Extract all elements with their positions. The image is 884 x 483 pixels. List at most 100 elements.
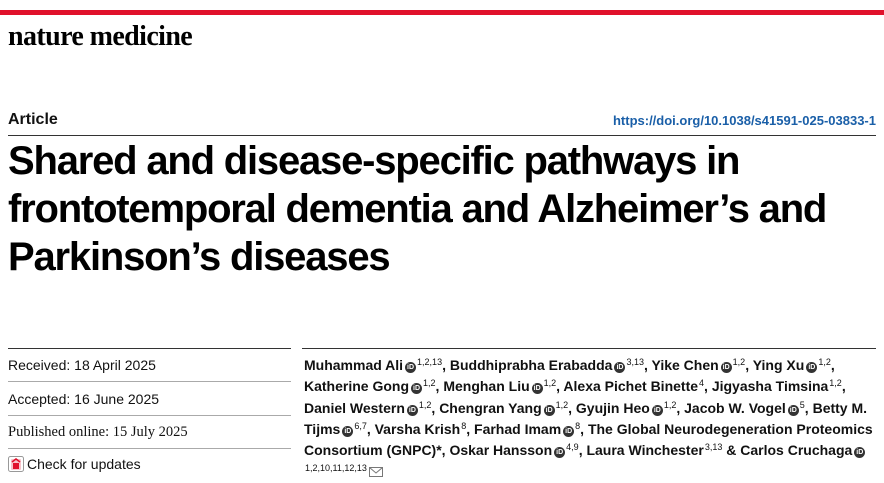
author-name[interactable]: Gyujin Heo xyxy=(575,399,650,416)
check-updates-icon xyxy=(8,456,24,472)
orcid-icon[interactable]: iD xyxy=(405,362,417,373)
author: Chengran Yang iD1,2, xyxy=(439,400,576,416)
accepted-value: 16 June 2025 xyxy=(74,391,160,407)
orcid-icon[interactable]: iD xyxy=(531,383,543,395)
author-name[interactable]: Alexa Pichet Binette xyxy=(563,378,699,395)
divider xyxy=(8,448,291,449)
author: Jacob W. Vogel iD5, xyxy=(684,400,812,416)
author-separator: , xyxy=(431,399,440,416)
author-name[interactable]: Buddhiprabha Erabadda xyxy=(449,357,613,373)
author-name[interactable]: Menghan Liu xyxy=(443,378,530,395)
author-name[interactable]: Farhad Imam xyxy=(474,420,562,437)
divider xyxy=(8,415,291,416)
affiliation-marker[interactable]: 1,2,13 xyxy=(417,357,443,367)
affiliation-marker[interactable]: 1,2 xyxy=(423,378,436,389)
author-name[interactable]: Katherine Gong xyxy=(304,378,410,395)
author-name[interactable]: Daniel Western xyxy=(304,399,405,416)
author-name[interactable]: Jacob W. Vogel xyxy=(684,399,786,416)
author-separator: , xyxy=(568,399,576,416)
author-separator: , xyxy=(830,357,835,373)
author: Ying Xu iD1,2, xyxy=(753,357,835,373)
author: Farhad Imam iD8, xyxy=(474,421,588,437)
orcid-icon[interactable]: iD xyxy=(406,404,418,416)
author: Carlos Cruchaga iD1,2,10,11,12,13 xyxy=(304,442,866,479)
author-name[interactable]: Ying Xu xyxy=(752,357,805,373)
author-name[interactable]: Varsha Krish xyxy=(374,420,461,437)
author-list: Muhammad Ali iD1,2,13, Buddhiprabha Eraba… xyxy=(304,355,876,483)
orcid-icon[interactable]: iD xyxy=(543,404,555,416)
author-name[interactable]: Yike Chen xyxy=(651,357,719,373)
header-divider xyxy=(8,135,876,136)
author-name[interactable]: Chengran Yang xyxy=(439,399,542,416)
orcid-icon[interactable]: iD xyxy=(651,404,663,416)
orcid-icon[interactable]: iD xyxy=(614,362,626,373)
author-separator: , xyxy=(676,399,685,416)
check-for-updates-button[interactable]: Check for updates xyxy=(8,455,141,473)
author-separator: , xyxy=(435,378,444,395)
author: Menghan Liu iD1,2, xyxy=(443,378,564,395)
affiliation-marker[interactable]: 4,9 xyxy=(566,442,579,453)
author-separator: , xyxy=(366,420,375,437)
accepted-label: Accepted: xyxy=(8,391,71,407)
affiliation-marker[interactable]: 5 xyxy=(799,399,805,410)
author-separator: , xyxy=(441,442,450,459)
check-updates-label: Check for updates xyxy=(27,456,141,472)
received-value: 18 April 2025 xyxy=(74,357,156,373)
author: Katherine Gong iD1,2, xyxy=(304,378,444,395)
author-name[interactable]: Jigyasha Timsina xyxy=(711,378,829,395)
affiliation-marker[interactable]: 3,13 xyxy=(704,442,723,453)
author: Laura Winchester3,13 & xyxy=(586,442,740,458)
affiliation-marker[interactable]: 1,2 xyxy=(818,357,831,367)
published-date: Published online: 15 July 2025 xyxy=(8,423,291,441)
doi-link[interactable]: https://doi.org/10.1038/s41591-025-03833… xyxy=(612,113,876,128)
affiliation-marker[interactable]: 1,2,10,11,12,13 xyxy=(305,463,367,474)
author-separator: , xyxy=(841,378,846,395)
authors-divider xyxy=(302,348,876,349)
affiliation-marker[interactable]: 8 xyxy=(461,420,467,431)
orcid-icon[interactable]: iD xyxy=(554,447,566,459)
author-separator: , xyxy=(704,378,712,395)
author: Varsha Krish8, xyxy=(375,421,474,437)
brand-bar xyxy=(0,10,884,15)
affiliation-marker[interactable]: 8 xyxy=(575,420,581,431)
affiliation-marker[interactable]: 1,2 xyxy=(543,378,557,389)
affiliation-marker[interactable]: 1,2 xyxy=(732,357,746,367)
orcid-icon[interactable]: iD xyxy=(563,425,575,437)
author-separator: , xyxy=(643,357,652,373)
email-icon[interactable] xyxy=(368,467,383,478)
affiliation-marker[interactable]: 1,2 xyxy=(829,378,842,389)
orcid-icon[interactable]: iD xyxy=(342,425,354,437)
author: Daniel Western iD1,2, xyxy=(304,400,439,416)
affiliation-marker[interactable]: 1,2 xyxy=(663,399,677,410)
affiliation-marker[interactable]: 6,7 xyxy=(354,420,367,431)
author-separator: , xyxy=(556,378,564,395)
author-separator: , xyxy=(578,442,587,459)
orcid-icon[interactable]: iD xyxy=(854,447,866,459)
author-separator: , xyxy=(580,420,588,437)
author-name[interactable]: The Global Neurodegeneration Proteomics … xyxy=(304,420,873,459)
author-separator: , xyxy=(804,399,813,416)
author: Oskar Hansson iD4,9, xyxy=(449,442,587,459)
author-name[interactable]: Laura Winchester xyxy=(586,442,704,459)
affiliation-marker[interactable]: 1,2 xyxy=(418,399,432,410)
author: Gyujin Heo iD1,2, xyxy=(576,400,684,416)
author-name[interactable]: Oskar Hansson xyxy=(449,442,553,459)
author: Jigyasha Timsina1,2, xyxy=(712,378,846,394)
affiliation-marker[interactable]: 3,13 xyxy=(626,357,644,367)
orcid-icon[interactable]: iD xyxy=(720,362,732,373)
author-name[interactable]: Carlos Cruchaga xyxy=(740,442,853,459)
author-separator: , xyxy=(466,420,475,437)
author-separator: , xyxy=(745,357,753,373)
published-label: Published online: xyxy=(8,424,110,440)
affiliation-marker[interactable]: 4 xyxy=(699,378,705,389)
orcid-icon[interactable]: iD xyxy=(787,404,799,416)
article-type: Article xyxy=(8,111,58,128)
orcid-icon[interactable]: iD xyxy=(806,362,818,373)
accepted-date: Accepted: 16 June 2025 xyxy=(8,390,291,408)
author-name[interactable]: Muhammad Ali xyxy=(304,357,404,373)
affiliation-marker[interactable]: 1,2 xyxy=(555,399,569,410)
journal-logo[interactable]: nature medicine xyxy=(8,21,193,52)
orcid-icon[interactable]: iD xyxy=(411,383,423,395)
author-name[interactable]: Betty M. Tijms xyxy=(304,399,868,437)
received-label: Received: xyxy=(8,357,71,373)
